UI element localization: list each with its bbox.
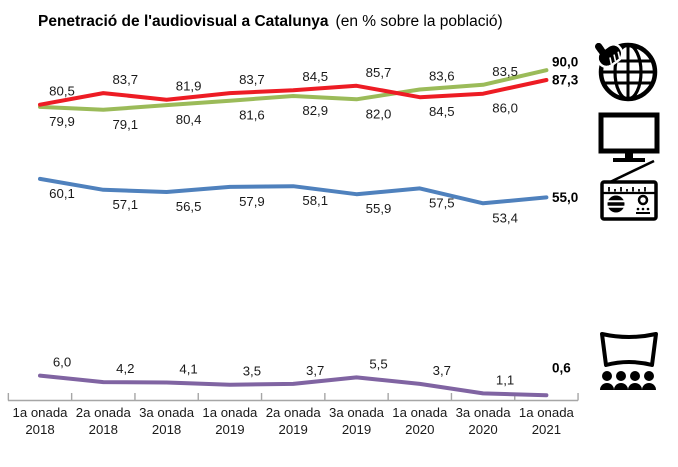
x-axis-year-label: 2021	[532, 422, 561, 437]
internet-globe-icon	[594, 40, 658, 102]
x-axis-year-label: 2019	[342, 422, 371, 437]
end-value-label-televisio: 87,3	[552, 73, 579, 88]
point-label-internet: 82,9	[302, 103, 328, 118]
point-label-radio: 53,4	[492, 210, 518, 225]
x-axis-wave-label: 1a onada	[202, 405, 258, 420]
x-axis-wave-label: 3a onada	[329, 405, 385, 420]
point-label-cinema: 3,7	[433, 363, 451, 378]
series-line-televisio	[38, 78, 549, 107]
x-axis-year-label: 2019	[215, 422, 244, 437]
point-label-radio: 57,5	[429, 195, 455, 210]
point-label-televisio: 83,7	[112, 72, 138, 87]
x-axis-year-label: 2019	[279, 422, 308, 437]
x-axis-wave-label: 1a onada	[519, 405, 575, 420]
x-axis-year-label: 2018	[89, 422, 118, 437]
point-label-internet: 79,1	[112, 117, 138, 132]
x-axis-wave-label: 1a onada	[12, 405, 68, 420]
point-label-radio: 60,1	[49, 186, 75, 201]
cinema-screen-icon	[600, 332, 658, 390]
point-label-radio: 55,9	[366, 201, 392, 216]
series-line-internet	[38, 68, 549, 112]
point-label-televisio: 84,5	[302, 69, 328, 84]
end-value-label-internet: 90,0	[552, 55, 578, 70]
hand-cursor	[594, 40, 624, 69]
point-label-cinema: 1,1	[496, 372, 514, 387]
series-line-cinema	[38, 373, 549, 398]
point-label-internet: 83,6	[429, 68, 455, 83]
series-line-radio	[38, 176, 549, 206]
x-axis-year-label: 2020	[405, 422, 434, 437]
point-label-televisio: 80,5	[49, 84, 75, 99]
x-axis-wave-label: 2a onada	[266, 405, 322, 420]
point-label-internet: 79,9	[49, 114, 75, 129]
point-label-internet: 81,6	[239, 108, 265, 123]
x-axis-wave-label: 3a onada	[139, 405, 195, 420]
point-label-cinema: 6,0	[53, 355, 71, 370]
chart-title-main: Penetració de l'audiovisual a Catalunya	[38, 13, 329, 30]
television-icon	[598, 112, 660, 162]
point-label-cinema: 3,5	[243, 364, 261, 379]
x-axis-wave-label: 2a onada	[76, 405, 132, 420]
point-label-radio: 57,1	[112, 197, 138, 212]
x-axis-wave-label: 1a onada	[392, 405, 448, 420]
point-label-televisio: 86,0	[492, 101, 518, 116]
point-label-cinema: 5,5	[369, 356, 387, 371]
point-label-radio: 56,5	[176, 199, 202, 214]
point-label-internet: 80,4	[176, 112, 202, 127]
point-label-internet: 83,5	[492, 64, 518, 79]
point-label-cinema: 4,2	[116, 361, 134, 376]
point-label-televisio: 83,7	[239, 72, 265, 87]
point-label-televisio: 81,9	[176, 79, 202, 94]
point-label-televisio: 85,7	[366, 65, 392, 80]
end-value-label-radio: 55,0	[552, 190, 578, 205]
x-axis-year-label: 2018	[25, 422, 54, 437]
point-label-cinema: 3,7	[306, 363, 324, 378]
x-axis-wave-label: 3a onada	[456, 405, 512, 420]
point-label-internet: 82,0	[366, 106, 392, 121]
point-label-radio: 57,9	[239, 194, 265, 209]
radio-icon	[600, 159, 658, 221]
chart-title: Penetració de l'audiovisual a Catalunya (…	[38, 13, 503, 31]
point-label-cinema: 4,1	[179, 361, 197, 376]
x-axis-year-label: 2018	[152, 422, 181, 437]
point-label-televisio: 84,5	[429, 104, 455, 119]
end-value-label-cinema: 0,6	[552, 361, 571, 376]
point-label-radio: 58,1	[302, 193, 328, 208]
chart-title-subtitle: (en % sobre la població)	[335, 13, 503, 30]
x-axis-year-label: 2020	[468, 422, 497, 437]
